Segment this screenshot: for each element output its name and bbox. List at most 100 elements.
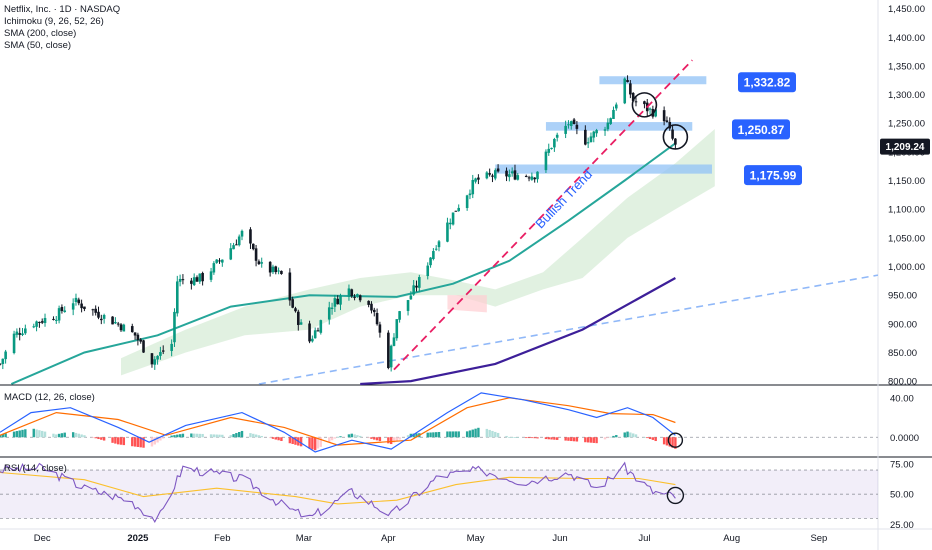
macd-histogram-bar	[668, 437, 671, 447]
macd-histogram-bar	[94, 437, 97, 439]
chart-title: Netflix, Inc. · 1D · NASDAQ	[4, 4, 121, 15]
macd-histogram-bar	[198, 433, 202, 438]
candle-body	[614, 104, 618, 109]
candle-body	[251, 243, 255, 250]
x-tick-label: Feb	[214, 533, 230, 544]
macd-histogram-bar	[41, 430, 44, 438]
candle-body	[52, 318, 55, 320]
zone-1	[599, 76, 707, 85]
sma-200-line	[360, 277, 676, 386]
candle-body	[161, 350, 165, 352]
macd-histogram-bar	[114, 437, 117, 444]
legend-sma-200[interactable]: SMA (200, close)	[4, 28, 77, 39]
candle-body	[491, 175, 494, 177]
candle-body	[280, 270, 283, 274]
rsi-tick-label: 25.00	[890, 520, 914, 531]
macd-histogram-bar	[516, 437, 519, 438]
candle-body	[32, 326, 36, 328]
macd-histogram-bar	[291, 437, 294, 445]
macd-histogram-bar	[646, 437, 649, 439]
macd-histogram-bar	[513, 437, 517, 438]
candle-body	[477, 177, 480, 180]
macd-histogram-bar	[564, 437, 567, 441]
macd-histogram-bar	[575, 437, 579, 442]
zone-value-label: 1,175.99	[750, 169, 797, 183]
rsi-marker-circle	[666, 486, 685, 505]
candle-body	[432, 251, 435, 260]
macd-histogram-bar	[572, 437, 576, 442]
macd-signal-line	[0, 397, 676, 446]
candle-body	[457, 207, 460, 212]
candle-body	[21, 333, 24, 335]
legend-sma-50[interactable]: SMA (50, close)	[4, 40, 72, 51]
candle-body	[268, 261, 272, 273]
candle-body	[190, 280, 193, 284]
legend-ichimoku[interactable]: Ichimoku (9, 26, 52, 26)	[4, 16, 104, 27]
candle-body	[63, 310, 67, 312]
candle-body	[406, 300, 410, 311]
candle-body	[606, 122, 610, 130]
candle-body	[271, 266, 275, 273]
candle-body	[474, 178, 477, 182]
price-tick-label: 1,250.00	[888, 119, 925, 130]
candle-body	[260, 262, 264, 264]
candle-body	[257, 261, 261, 265]
macd-layer	[0, 392, 878, 453]
macd-histogram-bar	[55, 434, 58, 438]
macd-histogram-bar	[429, 432, 432, 438]
macd-histogram-bar	[350, 433, 353, 438]
candle-body	[392, 337, 396, 346]
macd-histogram-bar	[654, 437, 657, 442]
macd-histogram-bar	[57, 433, 61, 438]
candle-body	[536, 171, 539, 180]
macd-histogram-bar	[156, 437, 159, 443]
candle-body	[35, 321, 38, 327]
macd-histogram-bar	[437, 431, 441, 438]
candle-body	[434, 248, 438, 250]
macd-histogram-bar	[378, 437, 382, 442]
macd-histogram-bar	[477, 427, 480, 438]
macd-histogram-bar	[336, 436, 339, 438]
macd-histogram-bar	[308, 437, 311, 449]
macd-histogram-bar	[237, 431, 241, 438]
rsi-pane-label[interactable]: RSI (14, close)	[4, 463, 67, 474]
candle-body	[353, 296, 356, 298]
macd-histogram-bar	[133, 437, 137, 447]
candle-body	[584, 129, 587, 145]
candle-body	[550, 147, 553, 149]
candle-body	[547, 148, 551, 153]
candle-body	[370, 303, 373, 311]
candle-body	[356, 294, 359, 296]
macd-histogram-bar	[392, 437, 396, 443]
candle-body	[631, 93, 635, 102]
macd-histogram-bar	[142, 437, 145, 448]
candle-body	[38, 321, 41, 323]
macd-histogram-bar	[170, 435, 173, 438]
zone-value-tag	[732, 119, 790, 140]
macd-histogram-bar	[471, 429, 474, 438]
macd-histogram-bar	[60, 433, 64, 438]
candle-body	[429, 257, 432, 266]
candle-body	[218, 260, 221, 262]
macd-histogram-bar	[606, 437, 610, 439]
macd-pane-label[interactable]: MACD (12, 26, close)	[4, 392, 95, 403]
macd-histogram-bar	[395, 437, 398, 442]
macd-histogram-bar	[274, 437, 277, 440]
candle-body	[274, 266, 278, 273]
zone-3	[495, 164, 712, 174]
candle-body	[336, 298, 339, 305]
macd-histogram-bar	[665, 437, 669, 446]
macd-histogram-bar	[311, 437, 314, 450]
candle-body	[173, 311, 176, 343]
marker-circle-2	[662, 124, 689, 150]
candle-body	[296, 311, 300, 326]
candle-body	[74, 297, 78, 303]
price-tick-label: 800.00	[888, 377, 917, 388]
price-tick-label: 1,450.00	[888, 4, 925, 15]
candle-body	[358, 295, 362, 301]
macd-histogram-bar	[153, 437, 156, 445]
sma-50-line	[10, 142, 676, 385]
candle-body	[130, 326, 134, 333]
macd-histogram-bar	[116, 437, 120, 445]
